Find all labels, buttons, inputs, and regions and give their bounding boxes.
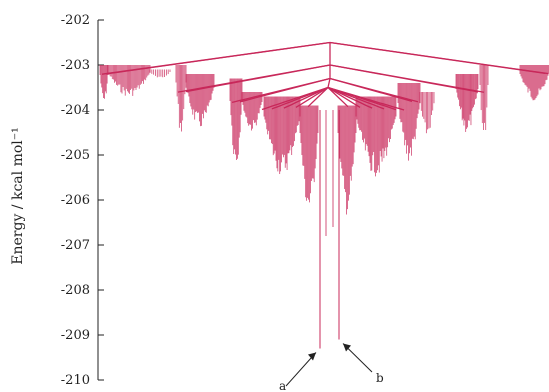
level-4-branch — [327, 86, 361, 108]
y-axis-ticks: -202 -203 -204 -205 -206 -207 -208 -209 -210 — [61, 13, 104, 388]
y-tick-label: -204 — [61, 103, 90, 118]
annotation-b: b — [376, 371, 384, 385]
y-tick-label: -210 — [61, 373, 90, 388]
level-3-branch — [329, 77, 419, 103]
y-tick-label: -203 — [61, 58, 90, 73]
y-tick-label: -207 — [61, 238, 90, 253]
y-tick-label: -205 — [61, 148, 90, 163]
minima-leaves — [99, 65, 549, 349]
y-axis-label: Energy / kcal mol⁻¹ — [10, 127, 26, 264]
level-4-branch — [327, 87, 349, 108]
y-tick-label: -209 — [61, 328, 90, 343]
level-4-branch — [307, 87, 329, 108]
root-branch — [329, 41, 549, 75]
level-4-branch — [295, 86, 329, 108]
arrow-b-head — [343, 343, 351, 352]
minima-annotations: ab — [279, 343, 384, 392]
arrow-a-head — [308, 352, 316, 361]
y-tick-label: -208 — [61, 283, 90, 298]
y-tick-label: -206 — [61, 193, 90, 208]
annotation-a: a — [279, 379, 286, 392]
level-3-branch — [327, 78, 331, 88]
y-tick-label: -202 — [61, 13, 90, 28]
